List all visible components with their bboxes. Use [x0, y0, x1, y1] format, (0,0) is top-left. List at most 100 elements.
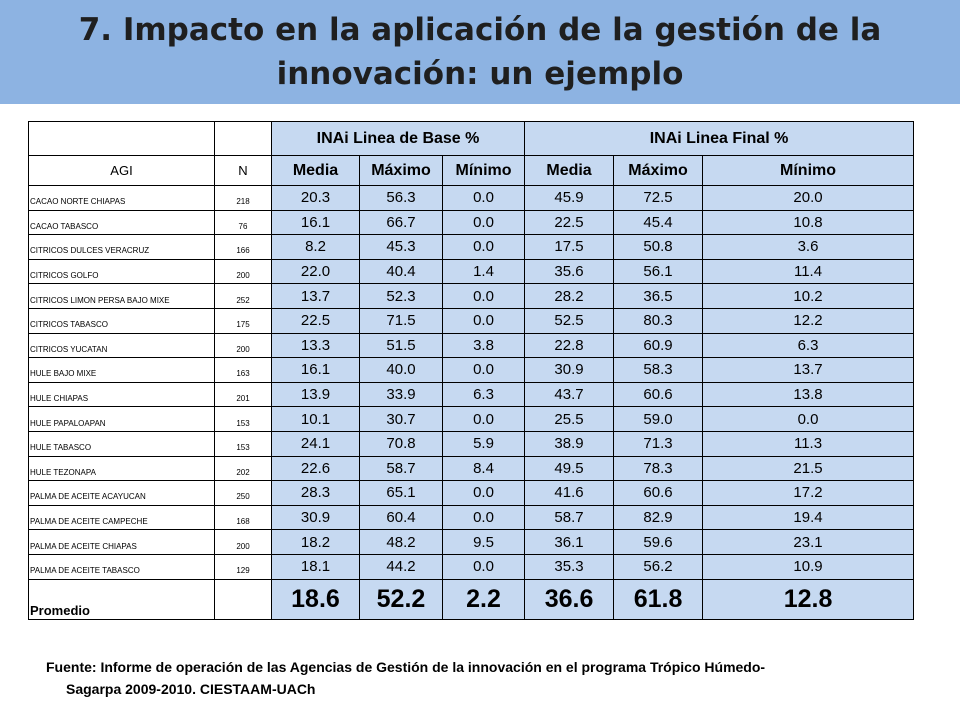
value-cell: 38.9 [524, 430, 615, 457]
value-cell: 71.3 [613, 430, 704, 457]
n-cell: 252 [214, 283, 272, 309]
value-cell: 0.0 [441, 307, 526, 334]
value-cell: 52.5 [524, 307, 615, 334]
table-row: CITRICOS GOLFO 200 22.0 40.4 1.4 35.6 56.1 11.4 [28, 258, 915, 285]
header-row-stats: AGI N Media Máximo Mínimo Media Máximo M… [28, 155, 915, 186]
value-cell: 25.5 [524, 406, 615, 432]
value-cell: 17.2 [702, 480, 915, 506]
n-cell: 200 [214, 258, 272, 285]
value-cell: 40.0 [359, 357, 443, 383]
value-cell: 18.1 [271, 553, 360, 580]
agi-cell: CITRICOS DULCES VERACRUZ [28, 234, 215, 260]
value-cell: 82.9 [613, 504, 704, 531]
value-cell: 72.5 [613, 185, 704, 211]
value-cell: 11.4 [702, 258, 915, 285]
agi-cell: PALMA DE ACEITE TABASCO [28, 553, 215, 580]
n-cell: 76 [214, 209, 272, 236]
value-cell: 60.4 [359, 504, 443, 531]
value-cell: 10.1 [271, 406, 360, 432]
value-cell: 8.4 [441, 455, 526, 482]
value-cell: 13.8 [702, 381, 915, 408]
title-line-1: 7. Impacto en la aplicación de la gestió… [78, 12, 882, 48]
value-cell: 65.1 [359, 480, 443, 506]
value-cell: 40.4 [359, 258, 443, 285]
agi-cell: CITRICOS LIMON PERSA BAJO MIXE [28, 283, 215, 309]
average-row: Promedio 18.6 52.2 2.2 36.6 61.8 12.8 [28, 578, 915, 620]
agi-cell: CITRICOS GOLFO [28, 258, 215, 285]
agi-cell: CITRICOS YUCATAN [28, 332, 215, 359]
value-cell: 52.3 [359, 283, 443, 309]
table-row: CITRICOS YUCATAN 200 13.3 51.5 3.8 22.8 60.9 6.… [28, 332, 915, 359]
value-cell: 48.2 [359, 529, 443, 555]
value-cell: 0.0 [441, 406, 526, 432]
header-base-group: INAi Linea de Base % [270, 121, 526, 156]
value-cell: 10.8 [702, 209, 915, 236]
average-value-cell: 36.6 [524, 578, 615, 620]
average-value-cell: 52.2 [359, 578, 443, 620]
source-line-1: Fuente: Informe de operación de las Agen… [46, 659, 766, 675]
value-cell: 58.3 [613, 357, 704, 383]
value-cell: 28.3 [271, 480, 360, 506]
value-cell: 56.3 [359, 185, 443, 211]
n-cell: 202 [214, 455, 272, 482]
header-empty-agi [28, 121, 215, 156]
table-row: PALMA DE ACEITE CHIAPAS 200 18.2 48.2 9.5 36.… [28, 529, 915, 555]
average-value-cell: 12.8 [702, 578, 915, 620]
value-cell: 6.3 [441, 381, 526, 408]
value-cell: 16.1 [271, 357, 360, 383]
header-base-media: Media [271, 155, 360, 186]
value-cell: 35.6 [524, 258, 615, 285]
title-line-2: innovación: un ejemplo [276, 56, 684, 92]
value-cell: 1.4 [441, 258, 526, 285]
value-cell: 44.2 [359, 553, 443, 580]
header-empty-n [214, 121, 272, 156]
table-row: CITRICOS TABASCO 175 22.5 71.5 0.0 52.5 80.3 12… [28, 307, 915, 334]
n-cell: 200 [214, 529, 272, 555]
table-row: HULE PAPALOAPAN 153 10.1 30.7 0.0 25.5 59.0 0.0 [28, 406, 915, 432]
value-cell: 70.8 [359, 430, 443, 457]
value-cell: 13.7 [271, 283, 360, 309]
average-label: Promedio [28, 578, 215, 620]
title-bar: 7. Impacto en la aplicación de la gestió… [0, 0, 960, 104]
value-cell: 11.3 [702, 430, 915, 457]
value-cell: 0.0 [441, 553, 526, 580]
table-row: HULE BAJO MIXE 163 16.1 40.0 0.0 30.9 58.3 13.7 [28, 357, 915, 383]
value-cell: 56.2 [613, 553, 704, 580]
header-row-groups: INAi Linea de Base % INAi Linea Final % [28, 121, 915, 156]
average-value-cell: 61.8 [613, 578, 704, 620]
value-cell: 80.3 [613, 307, 704, 334]
header-final-maximo: Máximo [613, 155, 704, 186]
average-value-cell: 18.6 [271, 578, 360, 620]
value-cell: 10.2 [702, 283, 915, 309]
header-final-media: Media [524, 155, 615, 186]
table-row: PALMA DE ACEITE CAMPECHE 168 30.9 60.4 0.0 58… [28, 504, 915, 531]
n-cell: 153 [214, 406, 272, 432]
value-cell: 8.2 [271, 234, 360, 260]
value-cell: 6.3 [702, 332, 915, 359]
agi-cell: PALMA DE ACEITE CHIAPAS [28, 529, 215, 555]
average-value-cell: 2.2 [441, 578, 526, 620]
value-cell: 78.3 [613, 455, 704, 482]
value-cell: 45.9 [524, 185, 615, 211]
value-cell: 30.9 [271, 504, 360, 531]
agi-cell: HULE BAJO MIXE [28, 357, 215, 383]
value-cell: 22.0 [271, 258, 360, 285]
n-cell: 201 [214, 381, 272, 408]
value-cell: 5.9 [441, 430, 526, 457]
value-cell: 20.3 [271, 185, 360, 211]
value-cell: 60.9 [613, 332, 704, 359]
agi-cell: CITRICOS TABASCO [28, 307, 215, 334]
agi-cell: HULE PAPALOAPAN [28, 406, 215, 432]
value-cell: 17.5 [524, 234, 615, 260]
agi-cell: HULE TEZONAPA [28, 455, 215, 482]
value-cell: 60.6 [613, 381, 704, 408]
value-cell: 0.0 [441, 480, 526, 506]
value-cell: 0.0 [441, 504, 526, 531]
value-cell: 58.7 [524, 504, 615, 531]
value-cell: 23.1 [702, 529, 915, 555]
value-cell: 59.0 [613, 406, 704, 432]
value-cell: 12.2 [702, 307, 915, 334]
value-cell: 19.4 [702, 504, 915, 531]
value-cell: 43.7 [524, 381, 615, 408]
agi-cell: HULE TABASCO [28, 430, 215, 457]
